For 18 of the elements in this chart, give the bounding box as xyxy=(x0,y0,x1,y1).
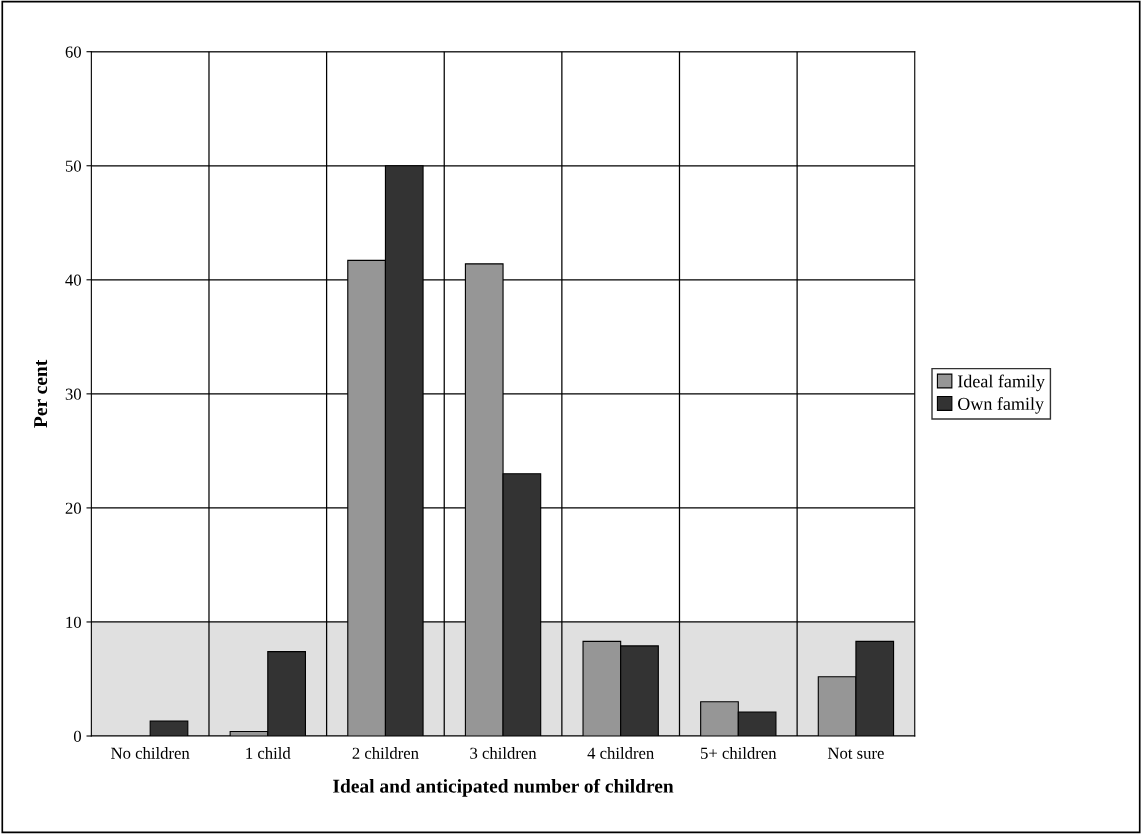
x-tick-label: 5+ children xyxy=(701,747,777,759)
x-tick-label: No children xyxy=(111,747,190,759)
y-tick-label: 40 xyxy=(65,274,81,286)
y-tick-label: 20 xyxy=(65,502,81,514)
y-axis-title: Per cent xyxy=(34,359,48,428)
y-tick-label: 0 xyxy=(73,730,81,742)
x-tick-label: 4 children xyxy=(587,747,654,759)
x-tick-label: Not sure xyxy=(827,747,884,759)
x-tick-label: 3 children xyxy=(470,747,537,759)
legend-label: Own family xyxy=(958,397,1044,414)
legend-label: Ideal family xyxy=(957,374,1045,392)
y-tick-label: 10 xyxy=(66,616,81,628)
x-tick-label: 1 child xyxy=(246,747,291,759)
x-tick-label: 2 children xyxy=(352,747,419,759)
y-tick-label: 50 xyxy=(65,160,81,172)
x-axis-title: Ideal and anticipated number of children xyxy=(333,778,674,797)
y-tick-label: 60 xyxy=(65,46,81,58)
y-tick-label: 30 xyxy=(65,388,81,400)
